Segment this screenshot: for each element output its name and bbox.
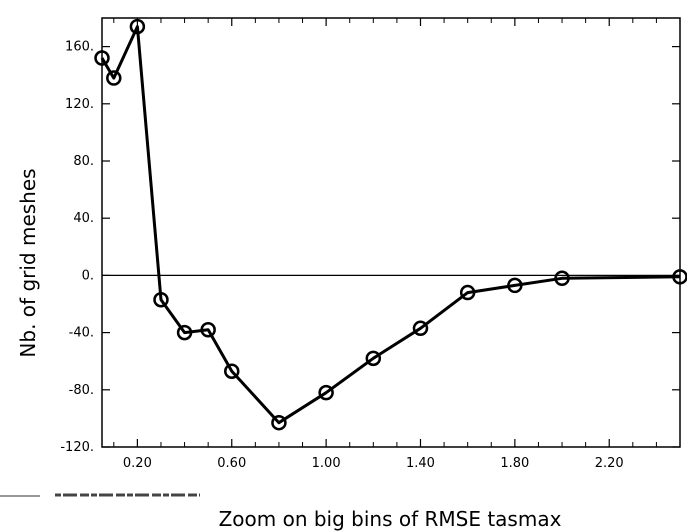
- data-point: [176, 324, 193, 341]
- axis-ticks: 160. 120. 80. 40. 0. -40. -80. -120. 0.20 0.60 1.0…: [60, 18, 680, 471]
- y-axis-title: Nb. of grid meshes: [16, 168, 40, 357]
- data-point: [507, 277, 523, 294]
- data-point: [153, 291, 169, 308]
- plot-frame: [101, 17, 681, 448]
- data-point: [554, 270, 570, 287]
- plot-area: [101, 17, 681, 448]
- x-tick-label: 2.20: [595, 456, 624, 471]
- y-tick-label: 0.: [82, 268, 94, 283]
- y-tick-label: 160.: [65, 40, 94, 55]
- y-tick-label: 40.: [73, 211, 94, 226]
- data-point: [200, 321, 216, 338]
- data-point: [271, 414, 287, 431]
- x-tick-label: 0.20: [123, 456, 152, 471]
- x-tick-label: 1.00: [312, 456, 341, 471]
- data-point: [106, 70, 122, 86]
- series-line: [100, 25, 681, 425]
- x-tick-label: 0.60: [217, 456, 246, 471]
- x-axis-title: Zoom on big bins of RMSE tasmax: [219, 507, 562, 531]
- data-point: [365, 350, 382, 367]
- y-tick-label: 120.: [65, 97, 94, 112]
- x-tick-label: 1.80: [500, 456, 529, 471]
- data-point: [224, 363, 240, 379]
- y-tick-label: -120.: [60, 440, 94, 455]
- data-point: [459, 284, 476, 301]
- x-tick-label: 1.40: [406, 456, 435, 471]
- y-tick-label: 80.: [73, 154, 94, 169]
- y-tick-label: -40.: [69, 326, 94, 341]
- data-point: [94, 50, 110, 66]
- series-marks: [94, 18, 687, 431]
- y-tick-label: -80.: [69, 383, 94, 398]
- data-point: [412, 320, 429, 337]
- data-point: [318, 384, 334, 401]
